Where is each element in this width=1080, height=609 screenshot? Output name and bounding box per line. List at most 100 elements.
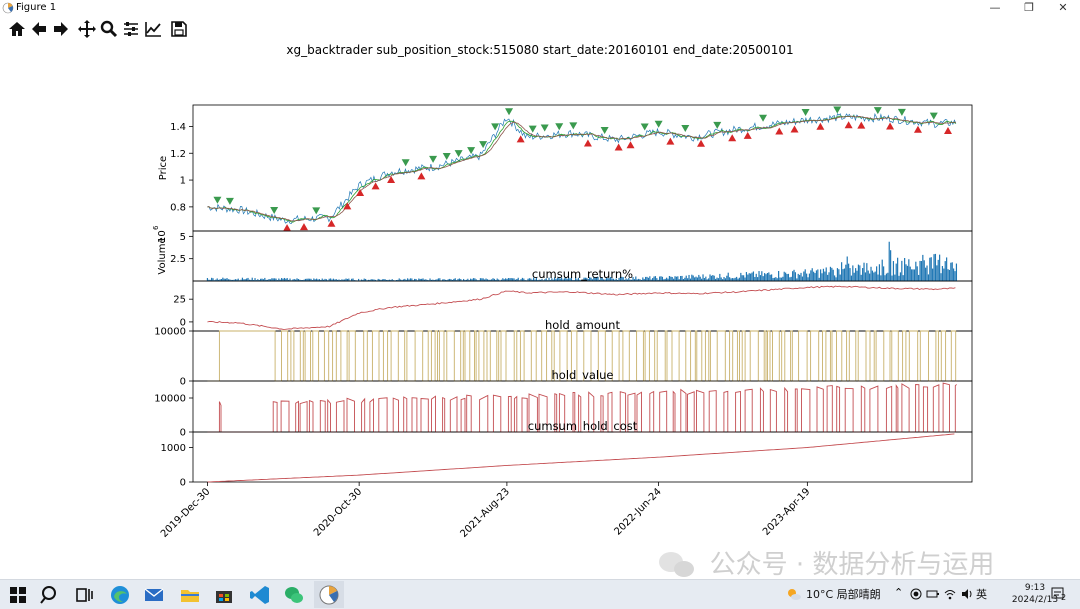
xtick-label: 2021-Aug-23 xyxy=(458,486,512,540)
hold_value-title: hold_value xyxy=(552,368,614,382)
windows-start-icon[interactable] xyxy=(6,583,30,607)
buy-marker xyxy=(886,122,895,130)
window-titlebar: Figure 1 — ❐ ✕ xyxy=(0,0,1080,17)
sell-marker xyxy=(759,114,768,122)
weather-text[interactable]: 10°C 局部晴朗 xyxy=(806,588,881,601)
restore-icon: ❐ xyxy=(1024,1,1034,14)
buy-marker xyxy=(816,122,825,130)
figure-suptitle: xg_backtrader sub_position_stock:515080 … xyxy=(286,43,793,57)
matplotlib-taskbar-icon[interactable] xyxy=(317,583,341,607)
sell-marker xyxy=(713,121,722,129)
price-panel: 0.8 1 1.2 1.4 Price xyxy=(158,104,973,232)
cumsum_hold_cost-ytick-label: 1000 xyxy=(161,443,186,454)
wechat-watermark-icon xyxy=(659,552,694,577)
notification-icon[interactable] xyxy=(1050,586,1066,602)
sell-marker xyxy=(491,123,500,131)
volume-ylabel: Volume xyxy=(157,237,168,274)
volume-icon[interactable] xyxy=(960,587,974,601)
home-icon[interactable] xyxy=(7,19,27,39)
price-line xyxy=(207,113,957,224)
buy-marker xyxy=(913,125,922,133)
sell-marker xyxy=(467,147,476,155)
buy-marker xyxy=(387,175,396,183)
tray-chevron-icon[interactable]: ⌃ xyxy=(894,586,904,599)
sell-marker xyxy=(213,196,222,204)
forward-icon[interactable] xyxy=(51,19,71,39)
buy-marker xyxy=(626,141,635,149)
xtick-label: 2019-Dec-30 xyxy=(159,486,213,540)
cumsum_hold_cost-panel: 0 1000 cumsum_hold_cost 2019-Dec-30 2020-Oct… xyxy=(159,419,973,540)
tray-record-icon[interactable] xyxy=(910,588,922,600)
cumsum_return-ytick-label: 0 xyxy=(180,317,186,328)
moving-average-line-1 xyxy=(207,115,957,223)
store-icon[interactable] xyxy=(212,583,236,607)
close-button[interactable]: ✕ xyxy=(1046,0,1080,17)
sell-marker xyxy=(401,159,410,167)
xtick-label: 2023-Apr-19 xyxy=(761,486,813,538)
xtick-label: 2020-Oct-30 xyxy=(312,486,364,538)
mail-icon[interactable] xyxy=(142,583,166,607)
volume-ytick-label: 2.5 xyxy=(170,254,186,265)
price-ytick-label: 1 xyxy=(180,176,186,187)
close-icon: ✕ xyxy=(1058,1,1068,14)
sell-marker xyxy=(833,106,842,114)
back-icon[interactable] xyxy=(29,19,49,39)
hold_amount-title: hold_amount xyxy=(545,318,620,332)
buy-marker xyxy=(614,143,623,151)
cumsum_return-title: cumsum_return% xyxy=(532,267,633,281)
moving-average-line-2 xyxy=(207,115,956,222)
task-view-icon[interactable] xyxy=(72,583,96,607)
weather-icon[interactable] xyxy=(786,586,802,602)
xtick-label: 2022-Jun-24 xyxy=(612,486,663,537)
minimize-icon: — xyxy=(989,1,1001,14)
buy-marker xyxy=(857,121,866,129)
vscode-icon[interactable] xyxy=(248,583,272,607)
edge-browser-icon[interactable] xyxy=(108,583,132,607)
wechat-icon[interactable] xyxy=(282,583,306,607)
minimize-button[interactable]: — xyxy=(978,0,1012,17)
hold_amount-ytick-label: 10000 xyxy=(154,327,186,338)
zoom-icon[interactable] xyxy=(99,19,119,39)
buy-marker xyxy=(299,223,308,231)
sell-marker xyxy=(540,124,549,132)
ime-indicator[interactable]: 英 xyxy=(976,588,987,601)
battery-icon[interactable] xyxy=(926,588,940,600)
buy-marker xyxy=(943,126,952,134)
price-axes-frame xyxy=(192,104,973,232)
sell-marker xyxy=(929,112,938,120)
sell-marker xyxy=(225,197,234,205)
buy-marker xyxy=(666,137,675,145)
matplotlib-toolbar xyxy=(0,17,1080,41)
cumsum_return-ytick-label: 25 xyxy=(173,295,186,306)
sell-marker xyxy=(600,127,609,135)
cumsum_hold_cost-axes-frame xyxy=(192,431,973,483)
price-ytick-label: 1.2 xyxy=(170,149,186,160)
buy-marker xyxy=(371,182,380,190)
clock[interactable]: 9:13 2024/2/13 xyxy=(1010,582,1060,606)
price-ylabel: Price xyxy=(158,156,169,180)
sell-marker xyxy=(270,206,279,214)
subplots-config-icon[interactable] xyxy=(121,19,141,39)
volume-offset-label: 10 xyxy=(157,230,168,243)
sell-marker xyxy=(312,207,321,215)
sell-marker xyxy=(555,123,564,131)
restore-button[interactable]: ❐ xyxy=(1012,0,1046,17)
sell-marker xyxy=(897,108,906,116)
watermark-text: 公众号 · 数据分析与运用 xyxy=(710,550,995,579)
pan-icon[interactable] xyxy=(77,19,97,39)
clock-time: 9:13 xyxy=(1024,583,1046,593)
file-explorer-icon[interactable] xyxy=(178,583,202,607)
buy-marker xyxy=(775,127,784,135)
save-icon[interactable] xyxy=(169,19,189,39)
hold_value-ytick-label: 0 xyxy=(180,428,186,439)
wifi-icon[interactable] xyxy=(943,587,957,601)
cumsum-return-line xyxy=(207,285,956,330)
buy-marker xyxy=(743,131,752,139)
search-icon[interactable] xyxy=(38,583,62,607)
edit-axes-icon[interactable] xyxy=(143,19,163,39)
cumsum_hold_cost-ytick-label: 0 xyxy=(180,478,186,489)
hold_amount-ytick-label: 0 xyxy=(180,377,186,388)
figure-canvas[interactable]: xg_backtrader sub_position_stock:515080 … xyxy=(0,41,1080,579)
hold_value-ytick-label: 10000 xyxy=(154,394,186,405)
